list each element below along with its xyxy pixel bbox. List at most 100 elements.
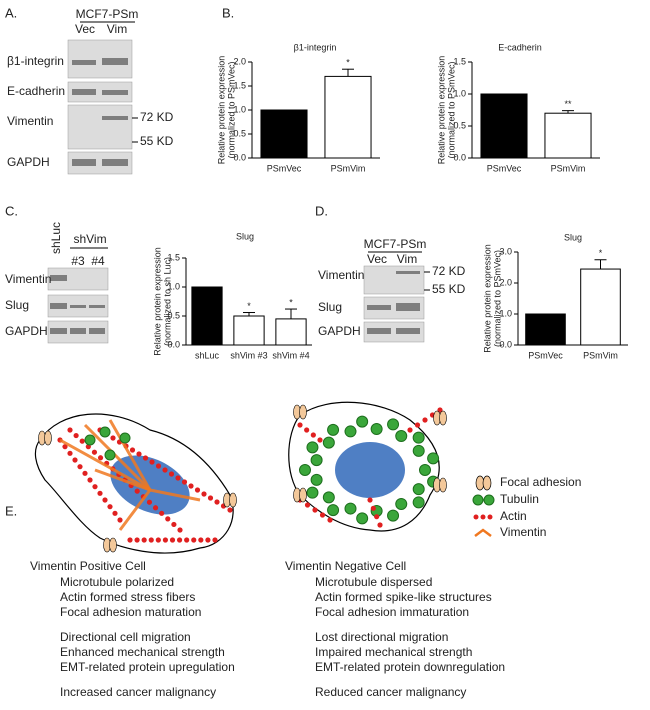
- row-label: GAPDH: [7, 155, 50, 169]
- bar: [233, 315, 265, 346]
- cell-feature: Enhanced mechanical strength: [60, 645, 225, 659]
- y-tick-label: 1.0: [499, 308, 512, 318]
- y-tick-label: 0.5: [167, 310, 180, 320]
- tubulin: [322, 436, 335, 449]
- marker-label: 72 KD: [432, 264, 466, 278]
- x-tick-label: PSmVec: [487, 163, 522, 173]
- cell-feature: Reduced cancer malignancy: [315, 685, 466, 699]
- actin-dot: [67, 450, 73, 456]
- y-tick-label: 0.0: [453, 152, 466, 162]
- actin-dot: [191, 537, 197, 543]
- significance: *: [289, 297, 293, 307]
- actin-dot: [177, 527, 183, 533]
- marker-label: 55 KD: [140, 134, 174, 148]
- actin-dot: [181, 479, 188, 485]
- focal-adhesion: [229, 492, 237, 508]
- row-label: GAPDH: [5, 324, 48, 338]
- actin-dot: [207, 495, 214, 501]
- cell-title: Vimentin Negative Cell: [285, 559, 406, 573]
- x-tick-label: PSmVim: [583, 350, 618, 360]
- row-label: Vimentin: [5, 272, 51, 286]
- tubulin: [419, 464, 431, 476]
- tubulin: [104, 449, 116, 461]
- panel-label: D.: [315, 203, 328, 218]
- error-bar: [243, 312, 255, 316]
- actin-dot: [127, 537, 133, 543]
- chart-title: Slug: [564, 232, 582, 242]
- blot-image: [47, 267, 109, 344]
- tubulin: [327, 504, 340, 517]
- cell-title: Vimentin Positive Cell: [30, 559, 146, 573]
- actin-dot: [107, 504, 113, 510]
- x-tick-label: shVim #4: [272, 350, 309, 360]
- tubulin: [306, 486, 319, 499]
- cell-feature: Increased cancer malignancy: [60, 685, 216, 699]
- marker-label: 55 KD: [432, 282, 466, 296]
- actin-dot: [152, 505, 159, 511]
- actin-dot: [407, 427, 413, 433]
- row-label: β1-integrin: [7, 54, 64, 68]
- x-tick-label: PSmVec: [528, 350, 563, 360]
- actin-dot: [79, 438, 85, 444]
- error-bar: [342, 68, 354, 77]
- actin-dot: [72, 457, 78, 463]
- y-tick-label: 1.0: [453, 88, 466, 98]
- actin-dot: [87, 477, 93, 483]
- bar: [525, 313, 566, 346]
- focal-adhesion: [44, 430, 52, 446]
- x-tick-label: PSmVec: [267, 163, 302, 173]
- significance: **: [564, 99, 572, 109]
- actin-dot: [169, 537, 176, 543]
- y-tick-label: 0.0: [167, 339, 180, 349]
- row-label: E-cadherin: [7, 84, 65, 98]
- actin-dot: [317, 437, 323, 443]
- chart-title: β1-integrin: [294, 42, 337, 52]
- actin-dot: [97, 490, 103, 496]
- actin-dot: [205, 537, 211, 543]
- y-tick-label: 1.5: [233, 80, 246, 90]
- cell-feature: EMT-related protein upregulation: [60, 660, 235, 674]
- y-axis-label: (normalized to PSmVec): [446, 61, 456, 158]
- actin-dot: [377, 522, 383, 528]
- actin-dot: [227, 507, 233, 513]
- actin-dot: [112, 510, 118, 516]
- x-tick-label: shLuc: [195, 350, 220, 360]
- significance: *: [346, 58, 350, 68]
- legend-label: Vimentin: [500, 525, 546, 539]
- actin-dot: [149, 459, 155, 465]
- significance: *: [247, 301, 251, 311]
- actin-dot: [73, 432, 79, 439]
- tubulin: [427, 452, 440, 465]
- cell-feature: Focal adhesion maturation: [60, 605, 201, 619]
- actin-dot: [194, 487, 201, 493]
- actin-dot: [155, 463, 162, 469]
- actin-dot: [188, 483, 194, 489]
- y-tick-label: 0.5: [453, 120, 466, 130]
- blot-header: MCF7-PSm: [76, 7, 139, 21]
- cell-feature: Microtubule polarized: [60, 575, 174, 589]
- lane-label: #4: [91, 254, 105, 268]
- vimentin-fiber: [108, 419, 152, 491]
- cell-diagram: [34, 401, 447, 554]
- focal-adhesion: [439, 477, 447, 493]
- y-tick-label: 2.0: [233, 56, 246, 66]
- actin-dot: [422, 417, 428, 423]
- actin-dot: [141, 537, 147, 543]
- vimentin-fiber: [94, 468, 151, 492]
- tubulin: [322, 491, 335, 504]
- actin-dot: [92, 484, 98, 490]
- lane-label: Vim: [107, 22, 127, 36]
- actin-dot: [175, 475, 181, 481]
- actin-dot: [297, 422, 303, 428]
- tubulin: [327, 423, 340, 436]
- cell-feature: Actin formed stress fibers: [60, 590, 195, 604]
- y-tick-label: 1.0: [167, 281, 180, 291]
- vimentin-fiber: [83, 423, 152, 492]
- actin-dot: [102, 497, 108, 503]
- focal-adhesion: [109, 537, 117, 553]
- actin-dot: [155, 537, 161, 543]
- actin-dot: [67, 427, 73, 433]
- actin-dot: [82, 470, 88, 476]
- lane-label: #3: [71, 254, 85, 268]
